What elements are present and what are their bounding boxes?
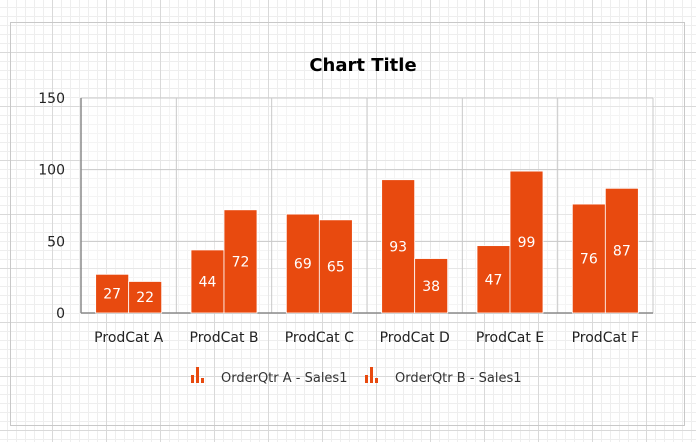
legend-item: OrderQtr A - Sales1	[191, 367, 347, 386]
bar	[285, 213, 320, 314]
data-label: 87	[613, 244, 631, 260]
legend-icon-bar	[375, 378, 378, 383]
x-tick-label: ProdCat B	[190, 330, 259, 346]
chart-title: Chart Title	[309, 55, 416, 76]
legend-label: OrderQtr B - Sales1	[395, 371, 522, 386]
data-label: 38	[422, 279, 440, 295]
bar	[381, 179, 416, 314]
plot-gridlines	[81, 97, 654, 314]
bar	[223, 209, 258, 314]
bar-series: 27 22 44 72 69 65 93 38 47 99 76 87	[95, 170, 639, 314]
x-tick-label: ProdCat E	[476, 330, 544, 346]
legend-label: OrderQtr A - Sales1	[221, 371, 347, 386]
bar	[128, 281, 163, 314]
data-label: 27	[103, 287, 121, 303]
data-label: 22	[136, 290, 154, 306]
bar	[571, 203, 606, 314]
bar	[509, 170, 544, 314]
bar	[318, 219, 353, 314]
bar	[604, 187, 639, 314]
bar	[95, 273, 130, 314]
legend-icon-bar	[370, 367, 373, 383]
bar-chart-icon	[191, 367, 204, 383]
legend-icon-bar	[196, 367, 199, 383]
bar	[414, 258, 449, 314]
x-tick-label: ProdCat A	[94, 330, 163, 346]
x-tick-label: ProdCat C	[285, 330, 354, 346]
y-axis: 0 50 100 150	[38, 91, 653, 322]
x-axis: ProdCat A ProdCat B ProdCat C ProdCat D Prod…	[94, 330, 639, 346]
x-tick-label: ProdCat F	[572, 330, 639, 346]
data-label: 72	[232, 254, 250, 270]
legend-icon-bar	[191, 375, 194, 383]
bar	[476, 245, 511, 314]
y-tick-label: 0	[56, 306, 65, 322]
bar-chart-icon	[365, 367, 378, 383]
data-label: 93	[389, 239, 407, 255]
legend-icon-bar	[365, 375, 368, 383]
x-tick-label: ProdCat D	[380, 330, 450, 346]
bar	[190, 249, 225, 314]
legend: OrderQtr A - Sales1 OrderQtr B - Sales1	[191, 367, 522, 386]
y-tick-label: 150	[38, 91, 65, 107]
y-tick-label: 100	[38, 163, 65, 179]
legend-icon-bar	[201, 378, 204, 383]
data-label: 44	[199, 274, 217, 290]
chart-frame	[10, 22, 685, 426]
data-label: 99	[518, 235, 536, 251]
legend-item: OrderQtr B - Sales1	[365, 367, 522, 386]
data-label: 47	[485, 272, 503, 288]
y-tick-label: 50	[47, 234, 65, 250]
data-label: 65	[327, 259, 345, 275]
data-label: 76	[580, 252, 598, 268]
data-label: 69	[294, 257, 312, 273]
